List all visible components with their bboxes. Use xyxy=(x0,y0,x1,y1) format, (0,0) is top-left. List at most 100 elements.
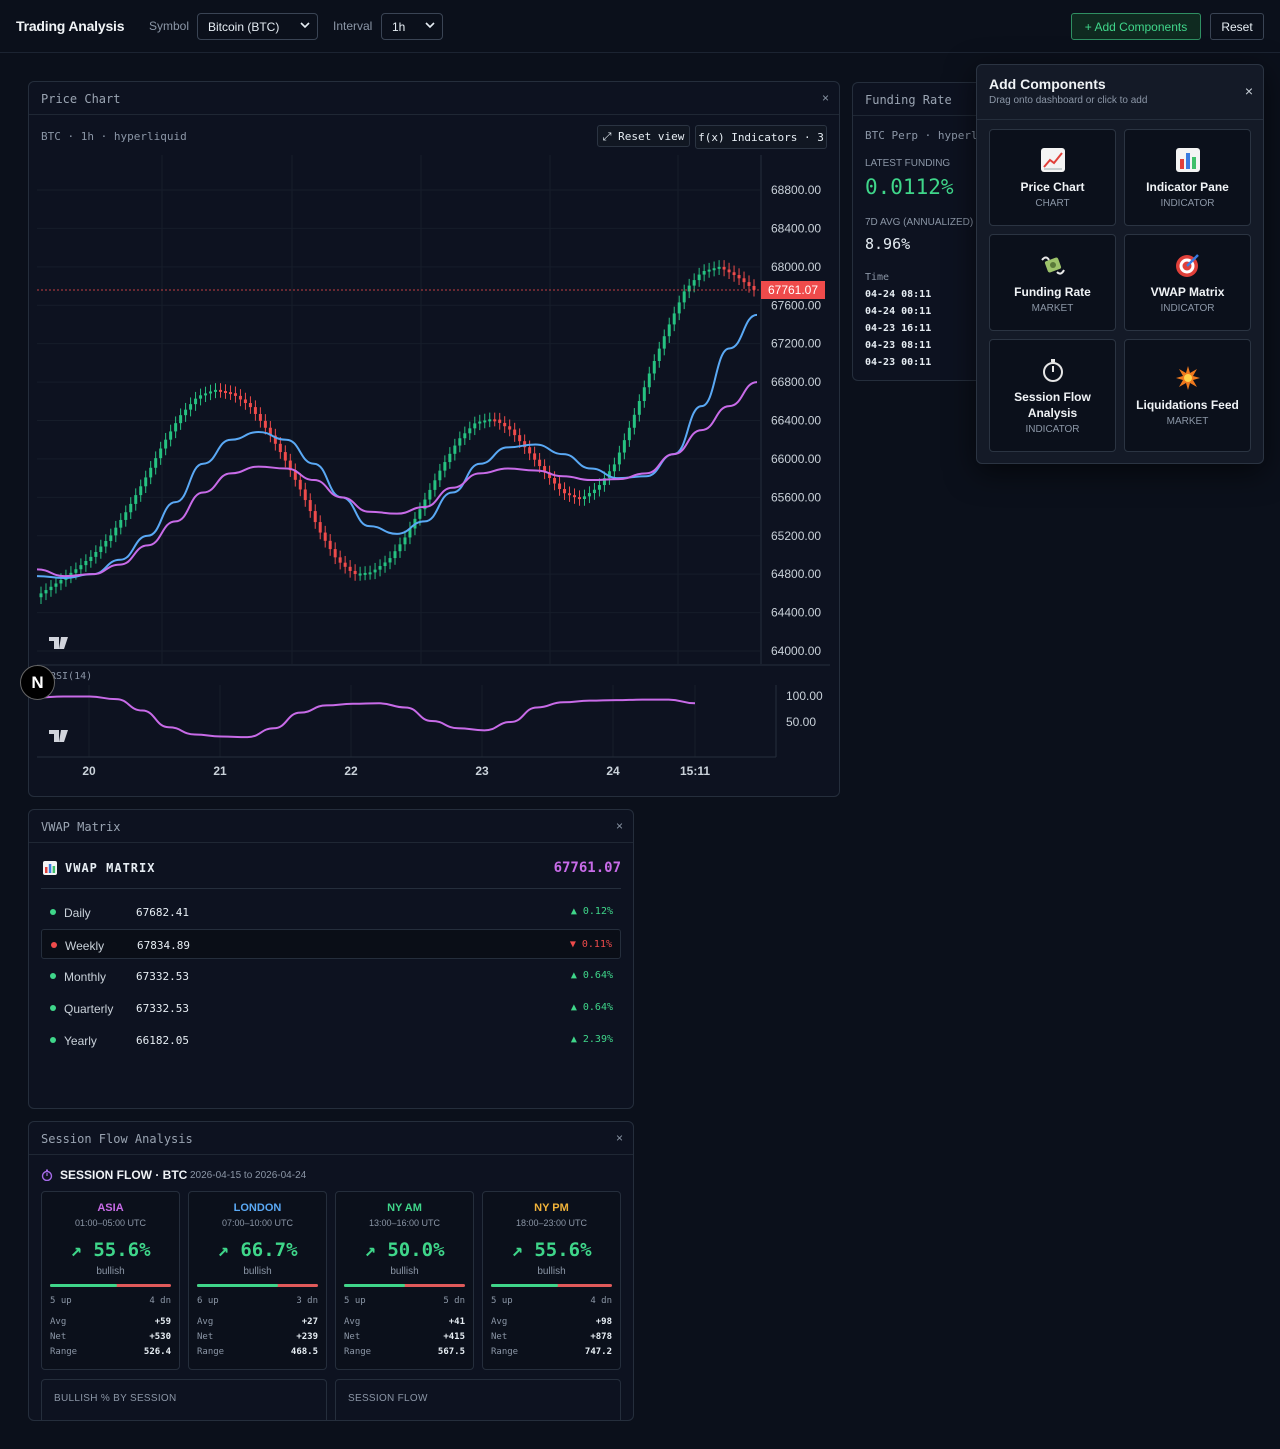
popover-title: Add Components xyxy=(989,76,1106,92)
candle-body xyxy=(538,459,542,467)
candle-body xyxy=(189,404,193,410)
funding-row: 04-24 08:11 xyxy=(865,289,932,300)
candle-body xyxy=(333,549,337,558)
candle-body xyxy=(732,272,736,276)
target-icon xyxy=(1175,254,1199,277)
candle-body xyxy=(49,586,53,591)
candle-body xyxy=(353,570,357,575)
session-card-london: LONDON 07:00–10:00 UTC ↗ 66.7% bullish 6 up 3… xyxy=(188,1191,327,1370)
rsi-tick-label: 100.00 xyxy=(786,689,823,703)
candle-body xyxy=(697,274,701,281)
candle-body xyxy=(114,527,118,536)
up-count: 5 up xyxy=(50,1296,72,1306)
candle-body xyxy=(99,546,103,553)
stopwatch-icon xyxy=(41,1169,53,1181)
candle-body xyxy=(44,590,48,594)
candle-body xyxy=(248,403,252,408)
candle-body xyxy=(617,452,621,465)
funding-row: 04-23 08:11 xyxy=(865,340,932,351)
session-bias: bullish xyxy=(537,1266,566,1277)
candle-body xyxy=(84,561,88,566)
session-bullish-pct: ↗ 50.0% xyxy=(364,1239,445,1261)
candle-body xyxy=(508,426,512,430)
panel-header: Funding Rate xyxy=(853,83,982,116)
panel-header: Session Flow Analysis × xyxy=(29,1122,633,1155)
bullish-by-session-card: BULLISH % BY SESSION xyxy=(41,1379,327,1420)
net-label: Net xyxy=(50,1332,67,1342)
candle-body xyxy=(498,419,502,423)
panel-title: VWAP Matrix xyxy=(41,820,121,834)
candle-body xyxy=(124,512,128,520)
vwap-row-monthly: Monthly 67332.53 ▲ 0.64% xyxy=(41,961,621,991)
candle-body xyxy=(343,562,347,567)
candle-body xyxy=(523,441,527,448)
candle-body xyxy=(318,522,322,533)
session-bullish-pct: ↗ 55.6% xyxy=(70,1239,151,1261)
card-category: CHART xyxy=(1035,198,1070,209)
candle-body xyxy=(403,537,407,545)
close-icon[interactable]: × xyxy=(615,819,623,833)
candle-body xyxy=(582,496,586,500)
candle-body xyxy=(164,439,168,449)
vwap-current-price: 67761.07 xyxy=(553,860,621,876)
card-title: SESSION FLOW xyxy=(348,1393,428,1404)
symbol-select[interactable]: Bitcoin (BTC) xyxy=(197,13,318,40)
bull-bear-bar xyxy=(344,1284,465,1287)
rsi-tick-label: 50.00 xyxy=(786,715,816,729)
vwap-period: Weekly xyxy=(65,939,105,953)
candle-body xyxy=(253,407,257,414)
status-dot xyxy=(50,1037,56,1043)
range-value: 468.5 xyxy=(290,1347,318,1357)
vwap-period: Daily xyxy=(64,906,91,920)
card-category: INDICATOR xyxy=(1160,303,1215,314)
candle-body xyxy=(433,480,437,490)
interval-select[interactable]: 1h xyxy=(381,13,443,40)
candle-body xyxy=(473,423,477,429)
reset-view-button[interactable]: ⤢ Reset view xyxy=(597,125,690,147)
candle-body xyxy=(632,414,636,428)
tradingview-logo xyxy=(49,637,70,649)
close-icon[interactable]: × xyxy=(1244,83,1253,99)
candle-body xyxy=(607,471,611,479)
session-card-ny-am: NY AM 13:00–16:00 UTC ↗ 50.0% bullish 5 up 5 … xyxy=(335,1191,474,1370)
close-icon[interactable]: × xyxy=(821,91,829,105)
candle-body xyxy=(657,348,661,361)
n-logo-icon[interactable]: N xyxy=(20,665,55,700)
candle-body xyxy=(94,552,98,557)
price-chart-canvas[interactable]: 68800.00 68400.00 68000.00 67600.00 67200.00… xyxy=(0,0,840,800)
candle-body xyxy=(622,440,626,453)
vwap-row-weekly: Weekly 67834.89 ▼ 0.11% xyxy=(41,929,621,959)
price-tick-label: 64000.00 xyxy=(771,644,821,658)
component-card-session-flow-analysis[interactable]: Session Flow Analysis INDICATOR xyxy=(989,339,1116,452)
session-date-range: 2026-04-15 to 2026-04-24 xyxy=(190,1170,307,1181)
card-category: INDICATOR xyxy=(1160,198,1215,209)
candle-body xyxy=(383,562,387,567)
component-card-price-chart[interactable]: Price Chart CHART xyxy=(989,129,1116,226)
candle-body xyxy=(478,421,482,424)
candle-body xyxy=(707,269,711,272)
reset-button[interactable]: Reset xyxy=(1210,13,1264,40)
panel-header: Price Chart × xyxy=(29,82,839,115)
candle-body xyxy=(702,270,706,275)
price-tick-label: 65600.00 xyxy=(771,490,821,504)
close-icon[interactable]: × xyxy=(615,1131,623,1145)
candle-body xyxy=(722,266,726,270)
candle-body xyxy=(204,393,208,396)
candle-body xyxy=(363,572,367,575)
session-heading: SESSION FLOW · BTC xyxy=(60,1168,188,1182)
indicators-button[interactable]: f(x) Indicators · 3 xyxy=(695,125,827,149)
panel-title: Price Chart xyxy=(41,92,121,106)
avg-value: +59 xyxy=(154,1317,171,1327)
session-bias: bullish xyxy=(390,1266,419,1277)
candle-body xyxy=(468,428,472,434)
component-card-funding-rate[interactable]: Funding Rate MARKET xyxy=(989,234,1116,331)
add-components-button[interactable]: + Add Components xyxy=(1071,13,1201,40)
chart-increasing-icon xyxy=(1040,148,1065,172)
candle-body xyxy=(59,580,63,584)
component-card-liquidations-feed[interactable]: Liquidations Feed MARKET xyxy=(1124,339,1251,452)
component-card-vwap-matrix[interactable]: VWAP Matrix INDICATOR xyxy=(1124,234,1251,331)
panel-title: Session Flow Analysis xyxy=(41,1132,193,1146)
component-card-indicator-pane[interactable]: Indicator Pane INDICATOR xyxy=(1124,129,1251,226)
interval-label: Interval xyxy=(333,19,373,33)
net-value: +530 xyxy=(149,1332,171,1342)
